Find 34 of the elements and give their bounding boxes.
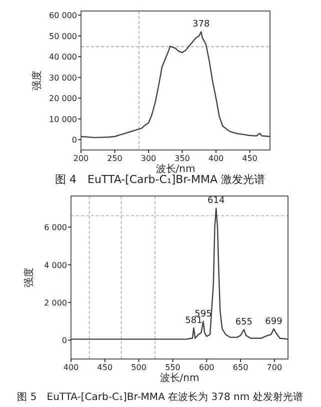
x-tick-label: 350 bbox=[174, 154, 190, 163]
x-tick-label: 600 bbox=[198, 363, 214, 372]
x-tick-label: 400 bbox=[63, 363, 79, 372]
x-tick-label: 300 bbox=[140, 154, 156, 163]
text: 图 5 EuTTA-[Carb-C₁]Br-MMA 在波长为 378 nm 处发射光谱 bbox=[17, 391, 303, 403]
y-tick-label: 50 000 bbox=[49, 32, 77, 41]
y-tick-label: 2 000 bbox=[44, 298, 67, 308]
annotation: 655 bbox=[235, 318, 253, 328]
y-axis-title: 强度 bbox=[31, 70, 43, 90]
y-tick-label: 20 000 bbox=[49, 94, 77, 104]
x-tick-label: 550 bbox=[165, 363, 180, 372]
y-tick-label: 10 000 bbox=[49, 114, 77, 124]
x-tick-label: 700 bbox=[266, 363, 282, 372]
x-tick-label: 400 bbox=[208, 154, 224, 163]
x-axis-title: 波长/nm bbox=[156, 163, 196, 175]
text: 图 4 EuTTA-[Carb-C₁]Br-MMA 激发光谱 bbox=[55, 173, 265, 186]
y-tick-label: 40 000 bbox=[49, 52, 77, 62]
y-tick-label: 0 bbox=[72, 136, 77, 145]
x-tick-label: 250 bbox=[107, 154, 122, 163]
x-axis-title: 波长/nm bbox=[160, 372, 200, 384]
annotation: 699 bbox=[265, 316, 283, 327]
y-tick-label: 60 000 bbox=[49, 11, 77, 20]
y-tick-label: 30 000 bbox=[49, 73, 77, 82]
x-tick-label: 200 bbox=[73, 154, 89, 163]
y-tick-label: 6 000 bbox=[44, 223, 67, 232]
annotation: 378 bbox=[192, 20, 210, 30]
x-tick-label: 450 bbox=[242, 154, 258, 163]
x-tick-label: 450 bbox=[97, 363, 113, 372]
y-tick-label: 0 bbox=[62, 336, 67, 346]
x-tick-label: 650 bbox=[232, 363, 248, 372]
y-axis-title: 强度 bbox=[23, 268, 35, 288]
annotation: 614 bbox=[208, 196, 225, 206]
x-tick-label: 500 bbox=[131, 363, 146, 372]
y-tick-label: 4 000 bbox=[44, 260, 67, 270]
